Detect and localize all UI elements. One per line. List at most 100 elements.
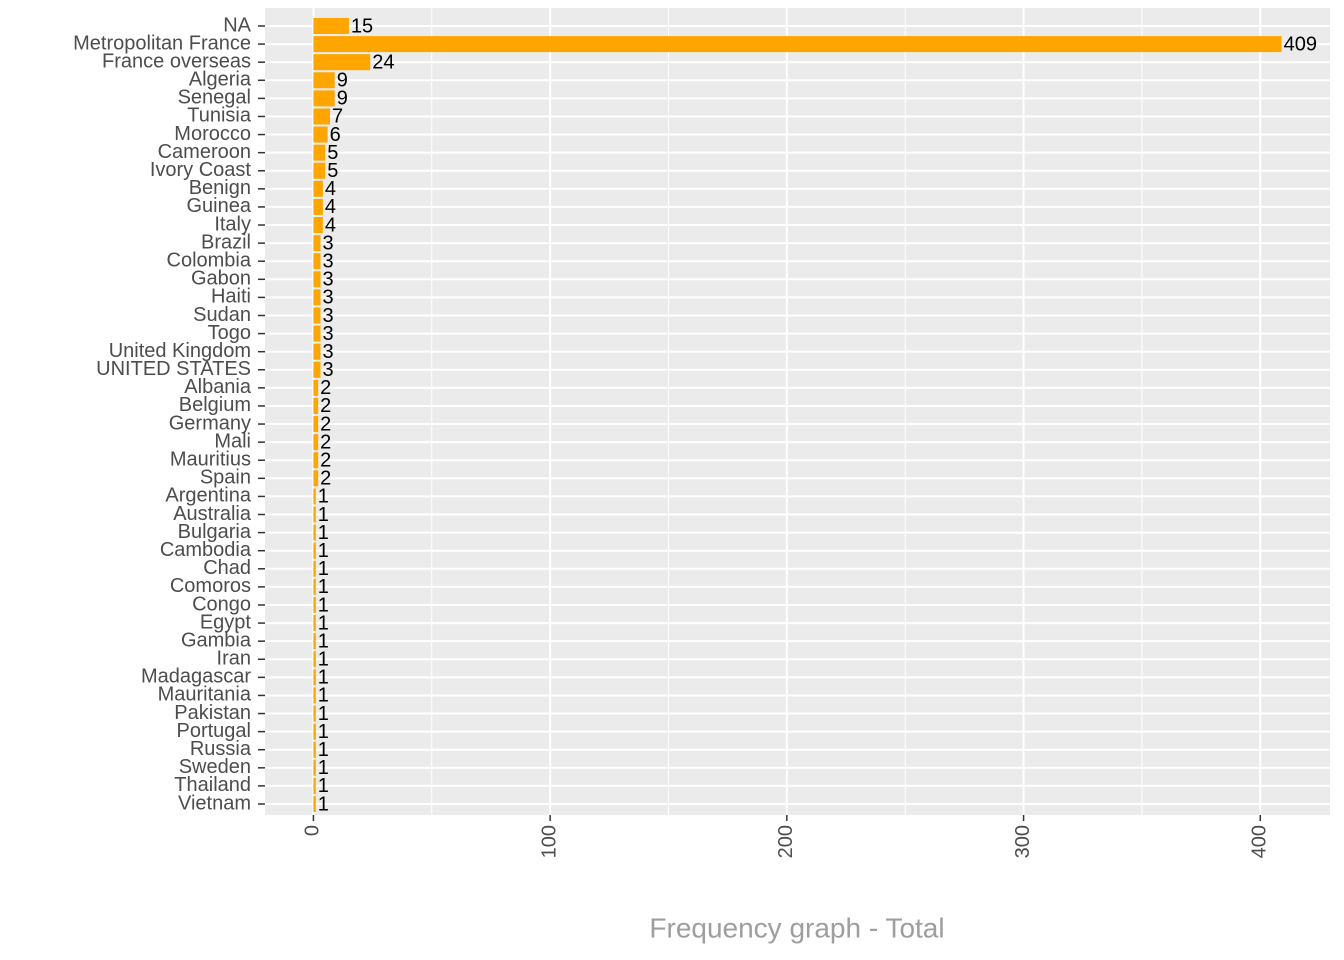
y-tick-label: Pakistan bbox=[174, 702, 251, 724]
bar bbox=[313, 271, 321, 288]
bar bbox=[313, 596, 316, 613]
value-label: 3 bbox=[323, 323, 334, 345]
value-label: 1 bbox=[318, 558, 329, 580]
bar bbox=[313, 578, 316, 595]
bar bbox=[313, 434, 319, 451]
y-tick-label: Sudan bbox=[193, 304, 251, 326]
value-label: 1 bbox=[318, 649, 329, 671]
y-tick-label: Albania bbox=[184, 376, 252, 398]
bar bbox=[313, 343, 321, 360]
value-label: 2 bbox=[320, 413, 331, 435]
bar bbox=[313, 488, 316, 505]
y-tick-label: Mali bbox=[214, 430, 251, 452]
value-label: 3 bbox=[323, 341, 334, 363]
value-label: 15 bbox=[351, 15, 373, 37]
bar bbox=[313, 108, 330, 125]
value-label: 3 bbox=[323, 287, 334, 309]
y-tick-label: Benign bbox=[189, 177, 251, 199]
value-label: 2 bbox=[320, 377, 331, 399]
bar bbox=[313, 361, 321, 378]
y-tick-label: Australia bbox=[173, 503, 252, 525]
value-label: 9 bbox=[337, 88, 348, 110]
bar bbox=[313, 777, 316, 794]
value-label: 1 bbox=[318, 612, 329, 634]
x-tick-label: 100 bbox=[538, 825, 560, 858]
value-label: 2 bbox=[320, 450, 331, 472]
bar bbox=[313, 633, 316, 650]
value-label: 1 bbox=[318, 703, 329, 725]
bar bbox=[313, 18, 349, 34]
bar bbox=[313, 307, 321, 324]
y-tick-label: Gambia bbox=[181, 629, 252, 651]
value-label: 3 bbox=[323, 250, 334, 272]
bar bbox=[313, 144, 326, 161]
y-tick-label: Argentina bbox=[165, 485, 251, 507]
x-tick-label: 300 bbox=[1012, 825, 1034, 858]
value-label: 4 bbox=[325, 178, 336, 200]
bar bbox=[313, 560, 316, 577]
y-tick-label: Egypt bbox=[200, 611, 252, 633]
y-tick-label: Germany bbox=[169, 412, 251, 434]
value-label: 1 bbox=[318, 630, 329, 652]
bar bbox=[313, 217, 323, 234]
bar bbox=[313, 235, 321, 252]
bar bbox=[313, 90, 335, 107]
y-tick-label: Chad bbox=[203, 557, 251, 579]
bar bbox=[313, 796, 316, 812]
y-tick-label: NA bbox=[223, 14, 251, 36]
y-tick-label: Belgium bbox=[179, 394, 251, 416]
value-label: 1 bbox=[318, 594, 329, 616]
bar bbox=[313, 759, 316, 776]
value-label: 1 bbox=[318, 757, 329, 779]
x-tick-label: 400 bbox=[1249, 825, 1271, 858]
bar bbox=[313, 705, 316, 722]
y-tick-label: Bulgaria bbox=[178, 521, 252, 543]
y-tick-label: Morocco bbox=[174, 123, 251, 145]
value-label: 1 bbox=[318, 522, 329, 544]
y-tick-label: Ivory Coast bbox=[150, 159, 252, 181]
value-label: 3 bbox=[323, 359, 334, 381]
y-tick-label: Cambodia bbox=[160, 539, 252, 561]
y-tick-label: Brazil bbox=[201, 231, 251, 253]
value-label: 2 bbox=[320, 431, 331, 453]
y-tick-label: Vietnam bbox=[178, 792, 251, 814]
y-tick-label: Iran bbox=[217, 648, 251, 670]
panel bbox=[265, 8, 1330, 815]
y-tick-label: Gabon bbox=[191, 268, 251, 290]
value-label: 1 bbox=[318, 793, 329, 815]
value-label: 2 bbox=[320, 395, 331, 417]
bar bbox=[313, 198, 323, 215]
y-tick-label: Colombia bbox=[167, 249, 252, 271]
bar bbox=[313, 289, 321, 306]
y-tick-label: Mauritius bbox=[170, 449, 251, 471]
value-label: 4 bbox=[325, 214, 336, 236]
y-tick-label: Haiti bbox=[211, 286, 251, 308]
value-label: 1 bbox=[318, 486, 329, 508]
value-label: 3 bbox=[323, 269, 334, 291]
value-label: 5 bbox=[327, 160, 338, 182]
y-tick-label: Sweden bbox=[179, 756, 251, 778]
value-label: 2 bbox=[320, 468, 331, 490]
bar bbox=[313, 506, 316, 523]
value-label: 9 bbox=[337, 70, 348, 92]
value-label: 409 bbox=[1284, 33, 1317, 55]
y-tick-label: Italy bbox=[214, 213, 251, 235]
y-tick-label: Spain bbox=[200, 467, 251, 489]
bar bbox=[313, 651, 316, 668]
y-tick-label: Tunisia bbox=[187, 105, 252, 127]
y-tick-label: Mauritania bbox=[158, 684, 252, 706]
y-tick-label: Senegal bbox=[178, 87, 251, 109]
y-tick-label: Thailand bbox=[174, 774, 251, 796]
bar bbox=[313, 416, 319, 433]
x-axis-title: Frequency graph - Total bbox=[649, 912, 944, 943]
value-label: 1 bbox=[318, 576, 329, 598]
value-label: 24 bbox=[372, 51, 394, 73]
y-tick-label: Congo bbox=[192, 593, 251, 615]
bar bbox=[313, 615, 316, 632]
y-tick-label: United Kingdom bbox=[109, 340, 251, 362]
bar bbox=[313, 72, 335, 89]
bar bbox=[313, 162, 326, 179]
bar bbox=[313, 723, 316, 740]
bar bbox=[313, 36, 1282, 53]
